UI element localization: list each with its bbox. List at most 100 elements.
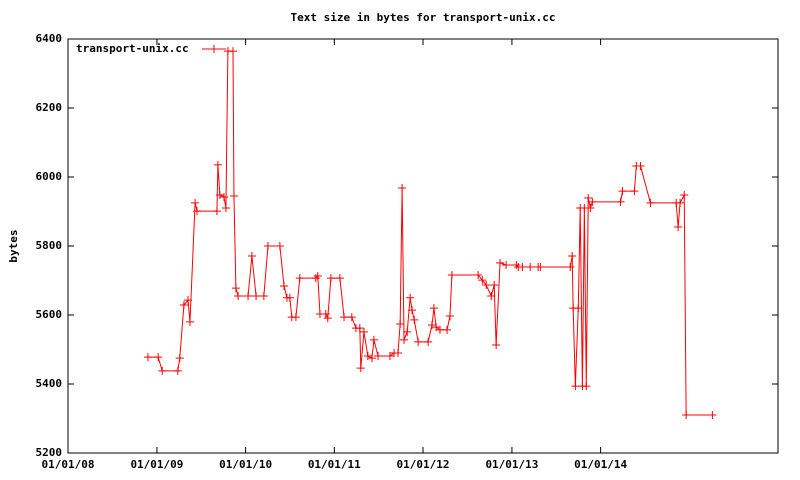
point — [568, 252, 577, 261]
point — [443, 325, 452, 334]
point — [219, 193, 228, 202]
point — [526, 263, 535, 272]
legend-label: transport-unix.cc — [76, 42, 189, 55]
point — [393, 348, 402, 357]
x-tick-label: 01/01/10 — [219, 458, 272, 471]
point — [584, 194, 593, 203]
point — [295, 274, 304, 283]
point — [185, 317, 194, 326]
point — [280, 282, 289, 291]
point — [215, 190, 224, 199]
point — [636, 161, 645, 170]
point — [406, 293, 415, 302]
point — [414, 337, 423, 346]
point — [173, 366, 182, 375]
point — [335, 274, 344, 283]
point — [512, 260, 521, 269]
point — [447, 270, 456, 279]
y-tick-label: 6000 — [36, 170, 63, 183]
point — [228, 47, 237, 56]
chart-title: Text size in bytes for transport-unix.cc — [291, 11, 556, 24]
point — [191, 198, 200, 207]
point — [355, 324, 364, 333]
point — [252, 292, 261, 301]
series-line — [147, 50, 713, 416]
y-tick-label: 6200 — [36, 101, 63, 114]
point — [179, 300, 188, 309]
y-axis-label: bytes — [7, 229, 20, 262]
point — [616, 197, 625, 206]
point — [496, 258, 505, 267]
x-tick-label: 01/01/14 — [574, 458, 627, 471]
point — [359, 327, 368, 336]
point — [175, 354, 184, 363]
point — [682, 411, 691, 420]
point — [184, 296, 193, 305]
point — [347, 313, 356, 322]
point — [429, 304, 438, 313]
y-tick-label: 6400 — [36, 32, 63, 45]
point — [193, 207, 202, 216]
point — [158, 366, 167, 375]
x-tick-label: 01/01/12 — [397, 458, 450, 471]
point — [408, 306, 417, 315]
point — [363, 352, 372, 361]
point — [275, 242, 284, 250]
point — [398, 184, 407, 193]
point — [586, 204, 595, 213]
point — [708, 411, 717, 420]
point — [285, 293, 294, 302]
point — [630, 187, 639, 196]
point — [143, 353, 152, 362]
point — [680, 190, 689, 199]
point — [396, 319, 405, 328]
point — [676, 198, 685, 207]
point — [582, 382, 591, 391]
point — [410, 315, 419, 324]
point — [502, 260, 511, 269]
point — [212, 207, 221, 216]
point — [618, 187, 627, 196]
point — [367, 354, 376, 363]
point — [323, 314, 332, 323]
point — [474, 270, 483, 279]
point — [478, 276, 487, 285]
point — [674, 223, 683, 232]
point — [518, 263, 527, 272]
point — [424, 337, 433, 346]
point — [588, 197, 597, 206]
y-tick-label: 5200 — [36, 446, 63, 459]
point — [231, 284, 240, 293]
point — [244, 292, 253, 301]
point — [403, 327, 412, 336]
x-tick-label: 01/01/13 — [485, 458, 538, 471]
point — [571, 382, 580, 391]
point — [536, 263, 545, 272]
point — [356, 364, 365, 373]
point — [313, 272, 322, 281]
point — [400, 335, 409, 344]
point — [321, 309, 330, 318]
point — [492, 341, 501, 350]
point — [445, 312, 454, 321]
point — [385, 352, 394, 361]
point — [487, 292, 496, 301]
y-tick-label: 5400 — [36, 377, 63, 390]
point — [482, 280, 491, 289]
point — [374, 352, 383, 361]
plot-border — [67, 38, 779, 454]
point — [574, 304, 583, 313]
point — [229, 191, 238, 200]
y-tick-label: 5600 — [36, 308, 63, 321]
y-tick-label: 5800 — [36, 239, 63, 252]
point — [291, 313, 300, 322]
point — [566, 263, 575, 272]
point — [427, 321, 436, 330]
point — [311, 274, 320, 283]
point — [340, 313, 349, 322]
x-tick-label: 01/01/08 — [42, 458, 95, 471]
point — [213, 160, 222, 169]
point — [326, 274, 335, 283]
point — [154, 353, 163, 362]
